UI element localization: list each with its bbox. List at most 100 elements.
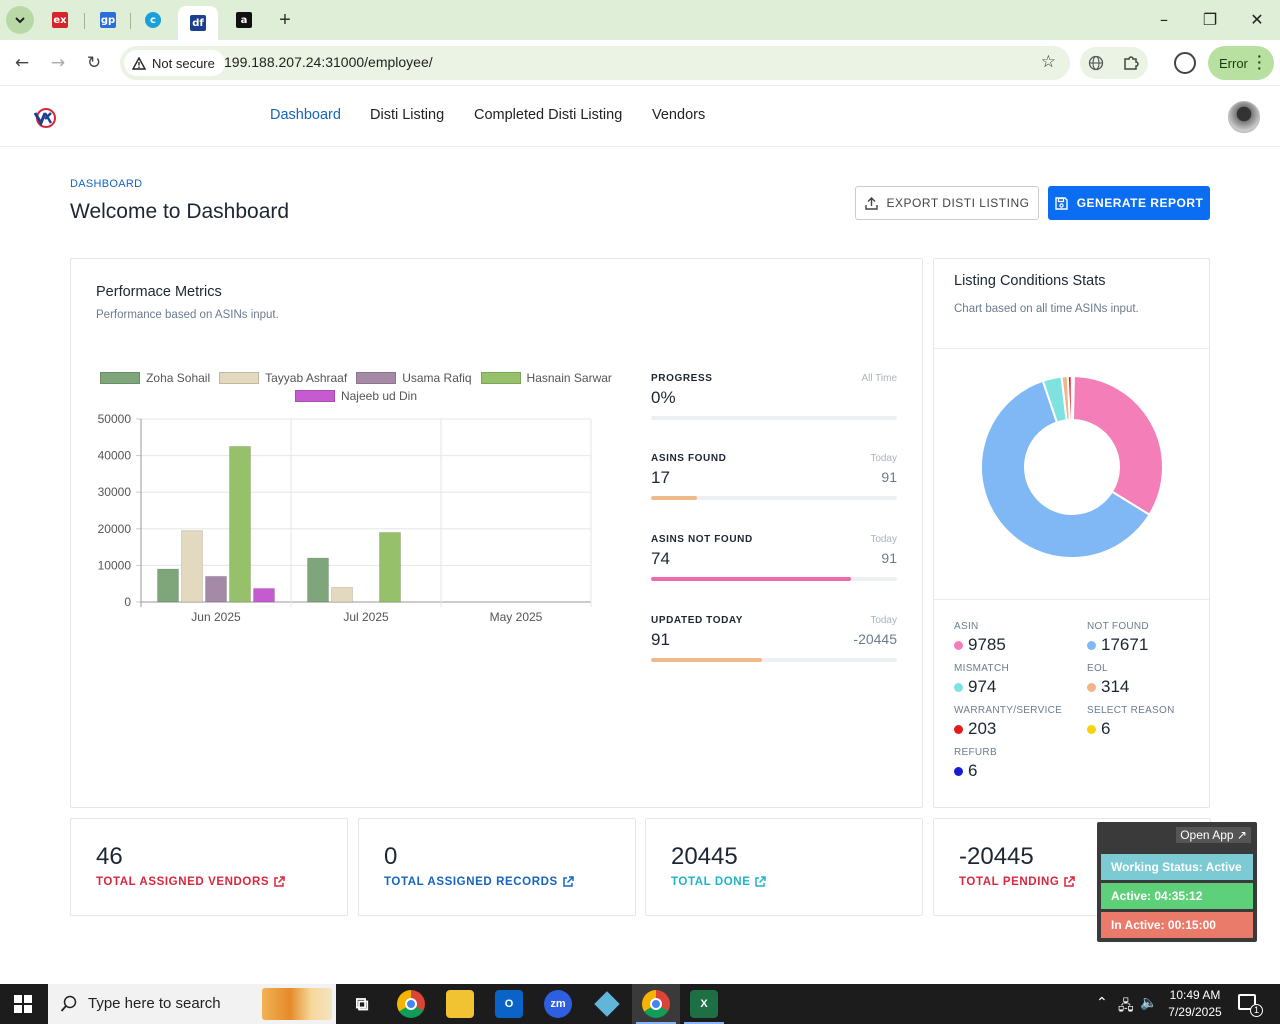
new-tab-button[interactable]: + <box>279 9 291 31</box>
taskbar-clock[interactable]: 10:49 AM 7/29/2025 <box>1160 987 1230 1021</box>
performance-card-title: Performace Metrics <box>96 284 222 300</box>
chrome-profile-icon[interactable] <box>642 990 670 1018</box>
open-app-button[interactable]: Open App ↗ <box>1176 827 1251 843</box>
legend-label: Zoha Sohail <box>146 371 211 385</box>
active-app-indicator <box>684 1022 724 1024</box>
bar[interactable]: Zoha Sohail: 12000 <box>307 557 329 603</box>
legend-item[interactable]: Tayyab Ashraaf <box>219 371 347 385</box>
generate-report-button[interactable]: GENERATE REPORT <box>1048 186 1210 220</box>
metric-total: 91 <box>881 550 897 566</box>
export-disti-listing-button[interactable]: EXPORT DISTI LISTING <box>855 186 1039 220</box>
metric-progress-bar <box>651 577 897 581</box>
url-text: 199.188.207.24:31000/employee/ <box>224 54 433 70</box>
donut-slice[interactable] <box>1071 375 1164 517</box>
donut-slice[interactable] <box>980 379 1151 559</box>
metric-progress-fill <box>651 496 697 500</box>
kpi-link[interactable]: TOTAL ASSIGNED RECORDS <box>384 876 574 888</box>
metric-progress-bar <box>651 496 897 500</box>
notification-center-icon[interactable] <box>1238 994 1256 1010</box>
browser-tab-4-active[interactable]: df <box>178 6 218 40</box>
metric-value: 91 <box>651 630 670 649</box>
metric-updated-today: UPDATED TODAY Today 91 -20445 <box>651 615 897 662</box>
stat-value: 203 <box>968 719 997 738</box>
app-header: Dashboard Disti Listing Completed Disti … <box>0 87 1280 147</box>
external-link-icon <box>274 876 285 887</box>
restore-button[interactable]: ❐ <box>1202 10 1218 29</box>
stat-value-row: 6 <box>1087 719 1217 739</box>
nav-completed-disti-listing[interactable]: Completed Disti Listing <box>474 107 623 123</box>
minimize-button[interactable]: – <box>1160 10 1168 29</box>
outlook-icon[interactable]: O <box>495 990 523 1018</box>
divider <box>934 348 1209 349</box>
browser-tab-2[interactable]: gp <box>84 4 132 36</box>
bar[interactable]: Najeeb ud Din: 3700 <box>253 587 275 603</box>
back-button[interactable]: ← <box>14 53 30 73</box>
error-menu-button[interactable]: Error · · · <box>1208 46 1274 80</box>
donut-chart <box>980 375 1164 559</box>
legend-item[interactable]: Zoha Sohail <box>100 371 210 385</box>
y-tick-label: 0 <box>124 595 131 609</box>
globe-icon[interactable] <box>1088 55 1104 71</box>
taskbar-search-box[interactable]: Type here to search <box>48 984 336 1024</box>
browser-tab-3[interactable]: c <box>129 4 177 36</box>
kpi-card-total-done: 20445 TOTAL DONE <box>645 818 923 916</box>
nav-disti-listing[interactable]: Disti Listing <box>370 107 445 123</box>
user-avatar[interactable] <box>1228 101 1260 133</box>
nav-dashboard[interactable]: Dashboard <box>270 107 341 123</box>
condition-stat: WARRANTY/SERVICE 203 <box>954 705 1084 739</box>
address-bar[interactable]: Not secure 199.188.207.24:31000/employee… <box>120 46 1070 80</box>
puzzle-extensions-icon[interactable] <box>1122 54 1140 72</box>
bar[interactable]: Usama Rafiq: 7000 <box>205 575 227 603</box>
browser-tab-1[interactable]: ex <box>36 4 84 36</box>
bar[interactable]: Zoha Sohail: 9000 <box>157 568 179 603</box>
company-logo-icon[interactable] <box>32 105 58 131</box>
legend-item[interactable]: Usama Rafiq <box>356 371 472 385</box>
network-icon[interactable]: 🖧 <box>1118 998 1134 1014</box>
stat-value-row: 6 <box>954 761 1084 781</box>
performance-metrics-card: Performace Metrics Performance based on … <box>70 258 923 808</box>
bar[interactable]: Hasnain Sarwar: 42500 <box>229 445 251 603</box>
close-window-button[interactable]: ✕ <box>1250 10 1264 29</box>
kpi-link[interactable]: TOTAL PENDING <box>959 876 1076 888</box>
profile-icon[interactable] <box>1174 52 1196 74</box>
kpi-link[interactable]: TOTAL ASSIGNED VENDORS <box>96 876 285 888</box>
reload-button[interactable]: ↻ <box>86 53 102 73</box>
performance-card-subtitle: Performance based on ASINs input. <box>96 309 279 321</box>
bookmark-star-icon[interactable]: ☆ <box>1040 52 1056 72</box>
metric-progress: PROGRESS All Time 0% <box>651 373 897 420</box>
excel-icon[interactable]: X <box>690 990 718 1018</box>
metric-asins-not-found: ASINS NOT FOUND Today 74 91 <box>651 534 897 581</box>
windows-start-icon[interactable] <box>14 995 32 1013</box>
zoom-icon[interactable]: zm <box>544 990 572 1018</box>
error-label: Error <box>1219 55 1248 71</box>
nav-vendors[interactable]: Vendors <box>652 107 706 123</box>
kebab-menu-icon: · · · <box>1257 48 1262 76</box>
kpi-link[interactable]: TOTAL DONE <box>671 876 767 888</box>
volume-icon[interactable]: 🔈 <box>1140 995 1158 1011</box>
legend-swatch <box>356 372 397 384</box>
chrome-icon[interactable] <box>397 990 425 1018</box>
legend-item[interactable]: Hasnain Sarwar <box>480 371 612 385</box>
clock-date: 7/29/2025 <box>1168 1005 1222 1019</box>
file-explorer-icon[interactable] <box>446 990 474 1018</box>
site-info-chip[interactable]: Not secure <box>124 50 225 76</box>
bar[interactable]: Tayyab Ashraaf: 4000 <box>331 586 353 603</box>
forward-button[interactable]: → <box>50 53 66 73</box>
donut-slice[interactable] <box>1071 375 1075 422</box>
external-link-icon <box>755 876 767 887</box>
stat-color-dot <box>954 724 963 734</box>
bar[interactable]: Hasnain Sarwar: 19000 <box>379 531 401 603</box>
page-title: Welcome to Dashboard <box>70 200 290 223</box>
legend-item[interactable]: Najeeb ud Din <box>294 389 417 403</box>
tab-search-menu-button[interactable] <box>6 6 34 34</box>
tray-chevron-icon[interactable]: ⌃ <box>1096 995 1108 1011</box>
kpi-label: TOTAL DONE <box>671 876 751 888</box>
task-view-icon[interactable]: ⧉ <box>355 993 369 1015</box>
browser-tab-5[interactable]: a <box>220 4 268 36</box>
condition-stat: SELECT REASON 6 <box>1087 705 1217 739</box>
app-diamond-icon[interactable] <box>593 990 621 1018</box>
bar[interactable]: Tayyab Ashraaf: 19500 <box>181 530 203 603</box>
condition-stat: NOT FOUND 17671 <box>1087 621 1217 655</box>
security-label: Not secure <box>152 55 215 71</box>
metric-period: Today <box>870 453 897 464</box>
